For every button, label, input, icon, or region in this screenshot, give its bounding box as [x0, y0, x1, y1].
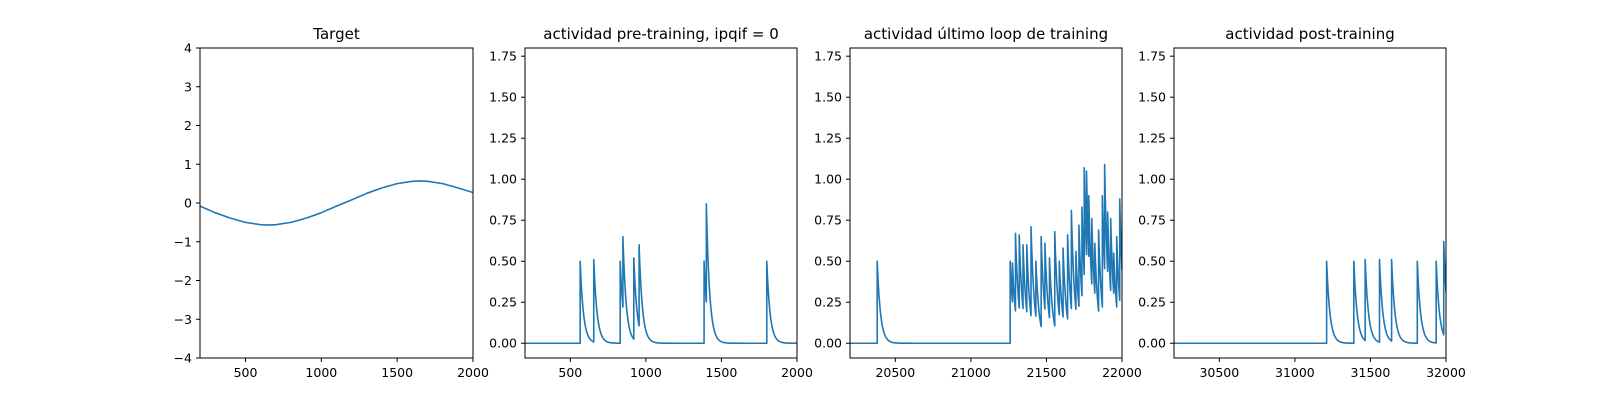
- x-tick-label: 1500: [706, 365, 738, 380]
- x-tick-label: 21000: [951, 365, 991, 380]
- subplot-1: 500 1000 1500 2000 −4 −3 −2 −1 0 1 2 3 4 Target: [174, 25, 489, 380]
- y-tick-label: 0.00: [489, 336, 517, 351]
- x-tick-label: 2000: [781, 365, 813, 380]
- y-tick-label: 1.75: [489, 49, 517, 64]
- y-tick-label: −1: [174, 234, 192, 249]
- y-tick-label: 1.50: [489, 90, 517, 105]
- chart-title: actividad pre-training, ipqif = 0: [543, 25, 779, 43]
- y-tick-label: −4: [174, 351, 192, 366]
- subplot-4: 30500 31000 31500 32000 0.00 0.25 0.50 0.75 1.00…: [1138, 25, 1466, 380]
- series-line: [200, 180, 473, 226]
- x-tick-label: 1500: [381, 365, 413, 380]
- chart-title: actividad post-training: [1225, 25, 1394, 43]
- x-tick-label: 31500: [1351, 365, 1391, 380]
- y-tick-label: 0.00: [1138, 336, 1166, 351]
- y-tick-label: −3: [174, 312, 192, 327]
- y-tick-label: 0.50: [814, 254, 842, 269]
- x-tick-label: 1000: [630, 365, 662, 380]
- x-tick-label: 20500: [875, 365, 915, 380]
- y-tick-label: 1.25: [1138, 131, 1166, 146]
- x-tick-label: 22000: [1102, 365, 1142, 380]
- axes-frame: [199, 47, 474, 359]
- y-tick-label: 1.00: [814, 172, 842, 187]
- y-tick-label: −2: [174, 273, 192, 288]
- axes-frame: [524, 47, 798, 359]
- y-tick-label: 0.50: [1138, 254, 1166, 269]
- y-tick-label: 0.25: [1138, 295, 1166, 310]
- y-tick-label: 1.25: [814, 131, 842, 146]
- chart-title: Target: [312, 25, 360, 43]
- y-tick-label: 0.75: [489, 213, 517, 228]
- x-tick-label: 21500: [1027, 365, 1067, 380]
- y-tick-label: 0.75: [1138, 213, 1166, 228]
- series-line: [850, 163, 1122, 345]
- y-tick-label: 1.50: [814, 90, 842, 105]
- y-tick-label: 1.75: [1138, 49, 1166, 64]
- x-tick-label: 500: [558, 365, 582, 380]
- axes-frame: [849, 47, 1123, 359]
- y-tick-label: 4: [184, 41, 192, 56]
- y-tick-label: 1.00: [1138, 172, 1166, 187]
- series-line: [1174, 240, 1446, 345]
- y-tick-label: 1.25: [489, 131, 517, 146]
- y-tick-label: 0.75: [814, 213, 842, 228]
- y-tick-label: 0.25: [489, 295, 517, 310]
- y-tick-label: 1.75: [814, 49, 842, 64]
- y-tick-label: 1.00: [489, 172, 517, 187]
- y-tick-label: 2: [184, 118, 192, 133]
- subplot-2: 500 1000 1500 2000 0.00 0.25 0.50 0.75 1.00 1.25 1…: [489, 25, 813, 380]
- x-tick-label: 31000: [1275, 365, 1315, 380]
- y-tick-label: 1.50: [1138, 90, 1166, 105]
- x-tick-label: 30500: [1199, 365, 1239, 380]
- y-tick-label: 3: [184, 79, 192, 94]
- y-tick-label: 1: [184, 157, 192, 172]
- subplot-3: 20500 21000 21500 22000 0.00 0.25 0.50 0.75 1.00…: [814, 25, 1142, 380]
- y-tick-label: 0: [184, 196, 192, 211]
- x-tick-label: 500: [234, 365, 258, 380]
- y-tick-label: 0.25: [814, 295, 842, 310]
- y-tick-label: 0.00: [814, 336, 842, 351]
- y-tick-label: 0.50: [489, 254, 517, 269]
- x-tick-label: 32000: [1426, 365, 1466, 380]
- series-line: [525, 203, 797, 345]
- chart-title: actividad último loop de training: [864, 25, 1108, 43]
- axes-frame: [1173, 47, 1447, 359]
- x-tick-label: 1000: [305, 365, 337, 380]
- x-tick-label: 2000: [457, 365, 489, 380]
